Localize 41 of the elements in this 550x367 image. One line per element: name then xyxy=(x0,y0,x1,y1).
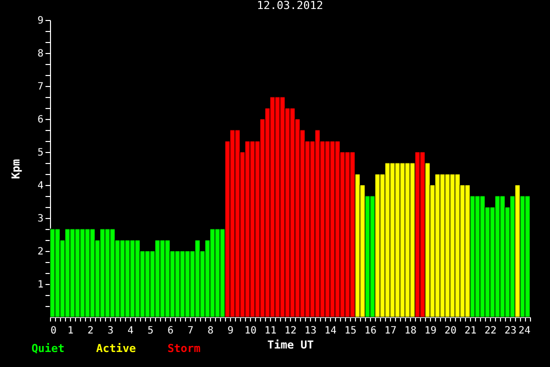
y-tick-label: 8 xyxy=(37,48,44,60)
x-tick-label: 20 xyxy=(444,326,457,336)
x-tick-label: 9 xyxy=(227,326,234,336)
x-tick-label: 14 xyxy=(324,326,337,336)
text: Storm xyxy=(167,342,201,355)
x-tick-label: 17 xyxy=(384,326,397,336)
y-axis-title: Kpm xyxy=(9,158,22,179)
x-tick-label: 11 xyxy=(264,326,277,336)
x-tick-label: 24 xyxy=(518,326,530,336)
x-tick-label: 5 xyxy=(147,326,154,336)
x-tick-label: 3 xyxy=(107,326,114,336)
x-tick-label: 0 xyxy=(50,326,57,336)
y-tick-label: 6 xyxy=(37,114,44,126)
x-tick-label: 2 xyxy=(87,326,94,336)
x-tick-label: 1 xyxy=(67,326,74,336)
x-tick-label: 16 xyxy=(364,326,377,336)
x-tick-label: 19 xyxy=(424,326,437,336)
x-tick-label: 15 xyxy=(344,326,357,336)
chart-title: 12.03.2012 xyxy=(256,0,324,12)
x-tick-label: 21 xyxy=(464,326,477,336)
y-tick-label: 3 xyxy=(37,214,44,224)
x-tick-label: 18 xyxy=(404,326,417,336)
x-tick-label: 10 xyxy=(244,326,257,336)
x-tick-label: 12 xyxy=(284,326,297,336)
x-tick-label: 22 xyxy=(484,326,497,336)
y-tick-label: 2 xyxy=(37,246,44,258)
bar xyxy=(524,196,530,318)
x-tick-label: 8 xyxy=(207,326,214,336)
y-tick-label: 1 xyxy=(37,280,44,290)
text: Quiet xyxy=(31,342,65,355)
text: Active xyxy=(96,342,136,355)
x-tick-label: 7 xyxy=(187,326,194,336)
x-tick-label: 23 xyxy=(504,326,517,336)
x-tick-label: 6 xyxy=(167,326,174,336)
y-tick-label: 5 xyxy=(37,148,44,158)
x-tick-label: 4 xyxy=(127,326,134,336)
x-tick-label: 13 xyxy=(304,326,317,336)
y-tick-label: 4 xyxy=(37,180,44,192)
y-tick-label: 9 xyxy=(37,16,44,26)
x-axis-title: Time UT xyxy=(267,338,314,352)
y-tick-label: 7 xyxy=(37,82,44,92)
